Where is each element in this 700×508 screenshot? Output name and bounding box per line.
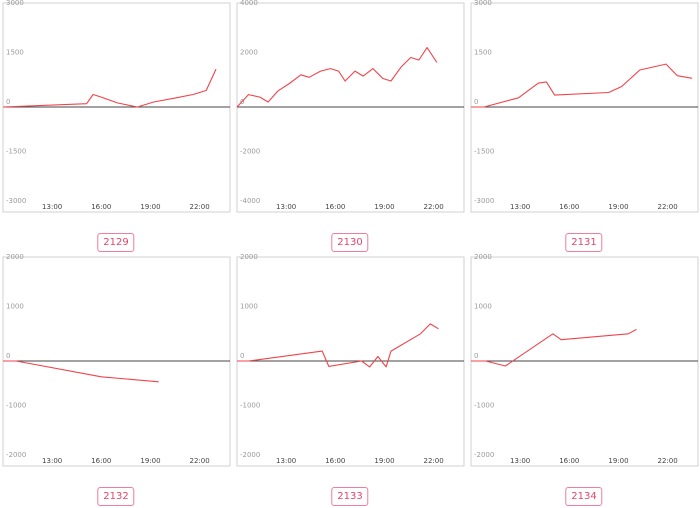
x-tick-label: 13:00 bbox=[276, 203, 296, 211]
y-tick-label: -1000 bbox=[6, 402, 26, 410]
y-tick-label: 0 bbox=[474, 352, 478, 360]
x-tick-label: 16:00 bbox=[325, 203, 345, 211]
x-tick-label: 16:00 bbox=[91, 203, 111, 211]
y-tick-label: -3000 bbox=[6, 197, 26, 205]
chart-label-chip[interactable]: 2130 bbox=[331, 233, 369, 252]
x-tick-label: 13:00 bbox=[510, 457, 530, 465]
chart-panel-2129: 3000 1500 0 -1500 -3000 13:00 16:00 19:00 22:00 … bbox=[0, 0, 232, 254]
chart-panel-2133: 2000 1000 0 -1000 -2000 13:00 16:00 19:00 22:00 … bbox=[234, 254, 466, 508]
series-line bbox=[2, 68, 217, 108]
y-tick-label: 0 bbox=[474, 98, 478, 106]
x-tick-label: 19:00 bbox=[140, 457, 160, 465]
series-line bbox=[237, 323, 439, 368]
y-tick-label: 2000 bbox=[240, 49, 258, 57]
chart-label-chip[interactable]: 2134 bbox=[565, 487, 603, 506]
series-line bbox=[3, 360, 159, 383]
chart-label-chip[interactable]: 2129 bbox=[97, 233, 135, 252]
x-tick-label: 22:00 bbox=[658, 457, 678, 465]
y-tick-label: -2000 bbox=[474, 451, 494, 459]
y-tick-label: 0 bbox=[6, 352, 10, 360]
x-tick-label: 19:00 bbox=[374, 203, 394, 211]
y-tick-label: -2000 bbox=[6, 451, 26, 459]
x-tick-label: 22:00 bbox=[424, 457, 444, 465]
chart-panel-2130: 4000 2000 0 -2000 -4000 13:00 16:00 19:00 22:00 … bbox=[234, 0, 466, 254]
x-tick-label: 16:00 bbox=[559, 203, 579, 211]
y-tick-label: 3000 bbox=[474, 0, 492, 7]
series-line bbox=[471, 328, 637, 367]
x-tick-label: 13:00 bbox=[510, 203, 530, 211]
chart-label-chip[interactable]: 2131 bbox=[565, 233, 603, 252]
y-tick-label: 0 bbox=[240, 352, 244, 360]
x-tick-label: 19:00 bbox=[374, 457, 394, 465]
x-tick-label: 13:00 bbox=[42, 203, 62, 211]
x-tick-label: 19:00 bbox=[608, 203, 628, 211]
chart-panel-2132: 2000 1000 0 -1000 -2000 13:00 16:00 19:00 22:00 … bbox=[0, 254, 232, 508]
y-tick-label: -1000 bbox=[474, 402, 494, 410]
y-tick-label: 1500 bbox=[474, 49, 492, 57]
y-tick-label: -2000 bbox=[240, 451, 260, 459]
y-tick-label: -1500 bbox=[6, 148, 26, 156]
x-tick-label: 22:00 bbox=[190, 457, 210, 465]
x-tick-label: 16:00 bbox=[91, 457, 111, 465]
x-tick-label: 16:00 bbox=[325, 457, 345, 465]
chart-svg: 2000 1000 0 -1000 -2000 13:00 16:00 19:00 22:00 bbox=[2, 254, 231, 467]
chart-svg: 2000 1000 0 -1000 -2000 13:00 16:00 19:00 22:00 bbox=[236, 254, 465, 467]
chart-svg: 3000 1500 0 -1500 -3000 13:00 16:00 19:00 22:00 bbox=[470, 0, 699, 213]
y-tick-label: 1000 bbox=[240, 303, 258, 311]
y-tick-label: -2000 bbox=[240, 148, 260, 156]
x-tick-label: 22:00 bbox=[424, 203, 444, 211]
chart-svg: 2000 1000 0 -1000 -2000 13:00 16:00 19:00 22:00 bbox=[470, 254, 699, 467]
x-tick-label: 13:00 bbox=[276, 457, 296, 465]
chart-label-chip[interactable]: 2132 bbox=[97, 487, 135, 506]
y-tick-label: 3000 bbox=[6, 0, 24, 7]
y-tick-label: 0 bbox=[6, 98, 10, 106]
chart-svg: 3000 1500 0 -1500 -3000 13:00 16:00 19:00 22:00 bbox=[2, 0, 231, 213]
y-tick-label: 2000 bbox=[240, 254, 258, 261]
y-tick-label: 1000 bbox=[6, 303, 24, 311]
x-tick-label: 19:00 bbox=[608, 457, 628, 465]
y-tick-label: 4000 bbox=[240, 0, 258, 7]
y-tick-label: -1500 bbox=[474, 148, 494, 156]
y-tick-label: -1000 bbox=[240, 402, 260, 410]
y-tick-label: -3000 bbox=[474, 197, 494, 205]
chart-panel-2131: 3000 1500 0 -1500 -3000 13:00 16:00 19:00 22:00 … bbox=[468, 0, 700, 254]
x-tick-label: 22:00 bbox=[658, 203, 678, 211]
y-tick-label: 1000 bbox=[474, 303, 492, 311]
chart-panel-2134: 2000 1000 0 -1000 -2000 13:00 16:00 19:00 22:00 … bbox=[468, 254, 700, 508]
series-line bbox=[236, 47, 438, 108]
y-tick-label: -4000 bbox=[240, 197, 260, 205]
chart-label-chip[interactable]: 2133 bbox=[331, 487, 369, 506]
y-tick-label: 2000 bbox=[6, 254, 24, 261]
x-tick-label: 16:00 bbox=[559, 457, 579, 465]
x-tick-label: 19:00 bbox=[140, 203, 160, 211]
y-tick-label: 2000 bbox=[474, 254, 492, 261]
x-tick-label: 22:00 bbox=[190, 203, 210, 211]
y-tick-label: 1500 bbox=[6, 49, 24, 57]
x-tick-label: 13:00 bbox=[42, 457, 62, 465]
series-line bbox=[471, 63, 693, 108]
